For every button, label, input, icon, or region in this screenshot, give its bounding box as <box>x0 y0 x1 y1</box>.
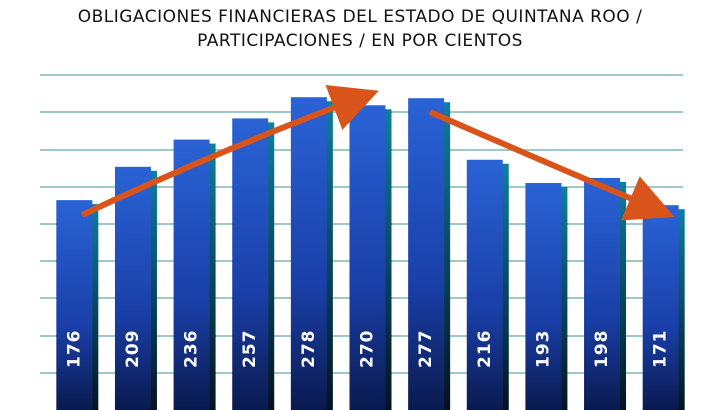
value-label: 277 <box>416 330 436 369</box>
value-label: 198 <box>592 330 612 369</box>
value-label: 171 <box>651 330 671 369</box>
chart-title: OBLIGACIONES FINANCIERAS DEL ESTADO DE Q… <box>78 7 643 27</box>
bars: 176 209 236 257 278 270 277 216 193 198 171 <box>56 97 685 410</box>
bar <box>642 205 679 410</box>
value-label: 176 <box>64 330 84 369</box>
value-label: 278 <box>299 330 319 369</box>
value-label: 209 <box>123 330 143 369</box>
bar <box>466 159 503 410</box>
chart-title: PARTICIPACIONES / EN POR CIENTOS <box>197 31 523 51</box>
arrow-down <box>428 109 675 221</box>
bar <box>349 105 386 410</box>
value-label: 216 <box>475 330 495 369</box>
bar <box>584 177 621 410</box>
value-label: 270 <box>358 330 378 369</box>
bar <box>408 98 445 410</box>
value-label: 257 <box>240 330 260 369</box>
bar <box>114 166 151 410</box>
bar <box>290 97 327 410</box>
bar <box>173 139 210 410</box>
bar <box>56 200 93 410</box>
arrow-up <box>80 85 379 218</box>
bar <box>232 118 269 410</box>
bar <box>525 182 562 410</box>
value-label: 193 <box>533 330 553 369</box>
value-label: 236 <box>182 330 202 369</box>
trend-arrows <box>80 85 675 221</box>
